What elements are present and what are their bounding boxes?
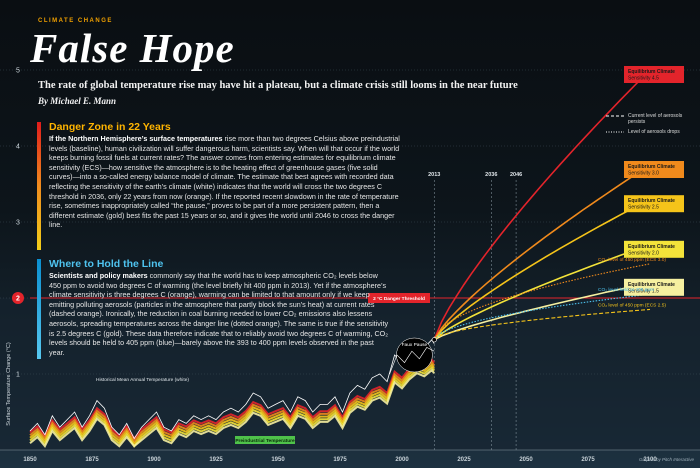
section-lead: Scientists and policy makers xyxy=(49,271,148,280)
observed-temperature-line xyxy=(29,339,435,440)
series-label: Equilibrium Climate xyxy=(628,69,675,75)
historical-model-curve xyxy=(29,360,435,444)
legend-dotted-label: Level of aerosols drops xyxy=(628,129,680,135)
y-tick-label: 1 xyxy=(16,372,20,379)
series-label: Equilibrium Climate xyxy=(628,164,675,170)
y-tick-label: 4 xyxy=(16,144,20,151)
historical-model-curve xyxy=(29,366,435,448)
projection-curve xyxy=(433,164,651,341)
credit-label: Graphic by Pitch Interactive xyxy=(639,457,695,462)
faux-pause-bubble xyxy=(396,337,433,373)
scenario-label: CO₂ level of 450 ppm (ECS 3.0) xyxy=(598,257,666,263)
scenario-label: CO₂ level held at 405 ppm xyxy=(598,287,654,293)
series-label: Sensitivity 2.5 xyxy=(628,205,659,211)
x-tick-label: 1850 xyxy=(23,457,37,463)
historical-label: Historical Mean Annual Temperature (whit… xyxy=(96,377,189,383)
x-tick-label: 2000 xyxy=(395,457,409,463)
x-tick-label: 2050 xyxy=(519,457,533,463)
faux-pause-trace xyxy=(389,347,435,375)
scenario-label: CO₂ level of 450 ppm (ECS 2.5) xyxy=(598,302,666,308)
section-accent-bar xyxy=(37,122,41,250)
y-tick-label: 3 xyxy=(16,220,20,227)
scenario-curve xyxy=(433,293,651,341)
x-tick-label: 2025 xyxy=(457,457,471,463)
legend-dashed-label: Current level of aerosols persists xyxy=(628,113,683,125)
faux-pause-label: Faux Pause xyxy=(402,342,428,348)
series-label-box xyxy=(624,278,684,296)
year-marker-label: 2013 xyxy=(428,172,440,178)
section-accent-bar xyxy=(37,259,41,359)
series-label: Sensitivity 3.0 xyxy=(628,171,659,177)
projection-curve xyxy=(433,282,651,341)
series-label-box xyxy=(624,161,684,178)
projection-curve xyxy=(433,69,651,341)
x-tick-label: 1950 xyxy=(271,457,285,463)
x-tick-label: 2075 xyxy=(581,457,595,463)
year-marker-label: 2046 xyxy=(510,172,522,178)
section-body: Scientists and policy makers commonly sa… xyxy=(49,271,391,357)
series-label-box xyxy=(624,195,684,213)
below-threshold-band xyxy=(0,298,700,450)
section-hold-the-line: Where to Hold the Line Scientists and po… xyxy=(49,258,391,357)
section-text: commonly say that the world has to keep … xyxy=(49,271,389,357)
kicker: CLIMATE CHANGE xyxy=(38,18,113,24)
series-label-box xyxy=(624,66,684,83)
series-label: Equilibrium Climate xyxy=(628,198,675,204)
projection-curve xyxy=(433,198,651,341)
series-label: Sensitivity 1.5 xyxy=(628,288,659,294)
series-label: Equilibrium Climate xyxy=(628,244,675,250)
threshold-y-badge xyxy=(12,292,24,304)
section-heading: Where to Hold the Line xyxy=(49,258,164,270)
threshold-label: 2 °C Danger Threshold xyxy=(373,296,425,302)
subtitle: The rate of global temperature rise may … xyxy=(38,80,518,91)
series-label: Equilibrium Climate xyxy=(628,282,675,288)
y-tick-label: 2 xyxy=(16,296,20,303)
byline: By Michael E. Mann xyxy=(38,96,117,106)
series-label: Sensitivity 2.0 xyxy=(628,250,659,256)
year-marker-label: 2036 xyxy=(485,172,497,178)
current-point xyxy=(431,337,437,343)
historical-model-curve xyxy=(29,368,435,449)
section-body: If the Northern Hemisphere’s surface tem… xyxy=(49,134,401,230)
series-label-box xyxy=(624,240,684,258)
section-lead: If the Northern Hemisphere’s surface tem… xyxy=(49,134,223,143)
scenario-curve xyxy=(433,308,651,341)
x-tick-label: 2100 xyxy=(643,457,657,463)
projection-curve xyxy=(433,244,651,341)
x-tick-label: 1900 xyxy=(147,457,161,463)
series-label: Sensitivity 4.5 xyxy=(628,76,659,82)
section-text: rise more than two degrees Celsius above… xyxy=(49,134,400,230)
x-tick-label: 1975 xyxy=(333,457,347,463)
section-heading: Danger Zone in 22 Years xyxy=(49,121,171,133)
x-tick-label: 1875 xyxy=(85,457,99,463)
baseline-label-box xyxy=(235,436,295,444)
baseline-label: Preindustrial Temperature xyxy=(235,438,295,444)
threshold-label-box xyxy=(368,293,430,303)
historical-model-curve xyxy=(29,358,435,441)
y-tick-label: 5 xyxy=(16,68,20,75)
y-axis-label: Surface Temperature Change (°C) xyxy=(6,342,12,426)
x-tick-label: 1925 xyxy=(209,457,223,463)
page-title: False Hope xyxy=(30,25,235,71)
historical-model-curve xyxy=(29,363,435,446)
section-danger-zone: Danger Zone in 22 Years If the Northern … xyxy=(49,121,401,230)
